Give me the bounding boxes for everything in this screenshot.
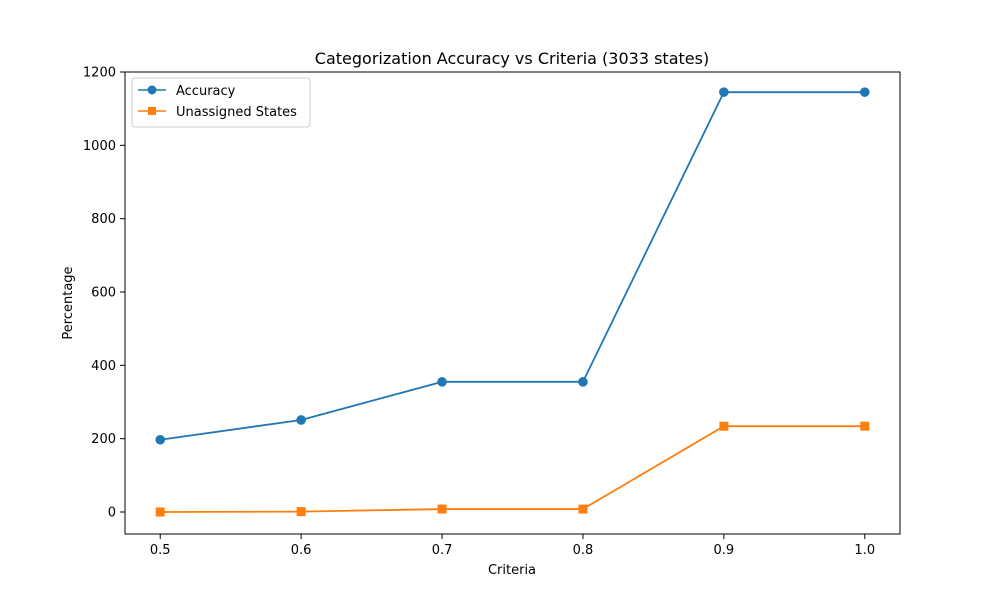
accuracy-point (296, 415, 306, 425)
unassigned-states-point (155, 507, 165, 517)
legend: Accuracy Unassigned States (131, 77, 311, 128)
unassigned-states-point (437, 504, 447, 514)
y-axis-label: Percentage (61, 266, 76, 339)
unassigned-states-point (578, 504, 588, 514)
y-tick-label: 600 (91, 286, 116, 301)
accuracy-line (160, 91, 865, 441)
y-tick-label: 0 (108, 506, 116, 521)
accuracy-point (155, 434, 166, 445)
y-tick-label: 400 (91, 359, 116, 374)
x-axis: 0.5 0.6 0.7 0.8 0.9 1.0 (150, 534, 875, 558)
legend-accuracy-marker (147, 85, 157, 95)
unassigned-states-point (860, 421, 870, 431)
accuracy-point (859, 87, 870, 97)
unassigned-states-point (296, 507, 306, 517)
legend-unassigned-marker (148, 107, 156, 115)
y-tick-label: 200 (91, 432, 116, 447)
accuracy-point (437, 377, 447, 387)
x-tick-label: 0.8 (573, 543, 594, 558)
legend-unassigned-label: Unassigned States (176, 105, 297, 120)
y-axis: 0 200 400 600 800 1000 1200 (83, 66, 125, 521)
x-tick-label: 0.5 (150, 543, 171, 558)
accuracy-point (719, 87, 729, 97)
chart-title: Categorization Accuracy vs Criteria (303… (315, 49, 709, 68)
legend-box (131, 77, 311, 128)
y-tick-label: 800 (91, 212, 116, 227)
plot-frame (124, 71, 901, 535)
x-tick-label: 1.0 (854, 543, 875, 558)
legend-accuracy-label: Accuracy (176, 84, 236, 99)
x-tick-label: 0.7 (432, 543, 453, 558)
plot-area (155, 87, 870, 517)
y-tick-label: 1000 (83, 139, 116, 154)
accuracy-point (578, 377, 588, 387)
y-tick-label: 1200 (83, 66, 116, 81)
unassigned-states-point (719, 421, 729, 431)
x-tick-label: 0.9 (714, 543, 735, 558)
unassigned-states-line (160, 425, 865, 513)
x-tick-label: 0.6 (291, 543, 312, 558)
x-axis-label: Criteria (488, 563, 536, 578)
